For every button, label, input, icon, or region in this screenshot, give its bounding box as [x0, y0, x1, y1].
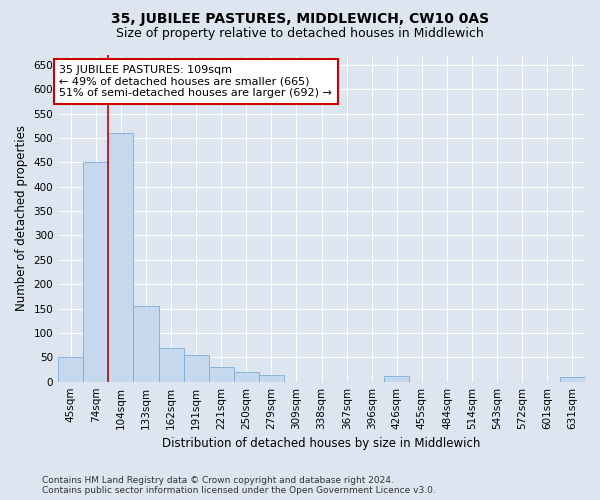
Bar: [109, 133, 133, 382]
Bar: [184, 355, 209, 382]
Bar: [560, 377, 585, 382]
Text: Size of property relative to detached houses in Middlewich: Size of property relative to detached ho…: [116, 28, 484, 40]
Text: 35 JUBILEE PASTURES: 109sqm
← 49% of detached houses are smaller (665)
51% of se: 35 JUBILEE PASTURES: 109sqm ← 49% of det…: [59, 65, 332, 98]
Bar: [58, 358, 83, 382]
Y-axis label: Number of detached properties: Number of detached properties: [15, 126, 28, 312]
X-axis label: Distribution of detached houses by size in Middlewich: Distribution of detached houses by size …: [163, 437, 481, 450]
Bar: [133, 306, 158, 382]
Bar: [209, 367, 234, 382]
Bar: [234, 372, 259, 382]
Text: Contains HM Land Registry data © Crown copyright and database right 2024.
Contai: Contains HM Land Registry data © Crown c…: [42, 476, 436, 495]
Text: 35, JUBILEE PASTURES, MIDDLEWICH, CW10 0AS: 35, JUBILEE PASTURES, MIDDLEWICH, CW10 0…: [111, 12, 489, 26]
Bar: [259, 375, 284, 382]
Bar: [385, 376, 409, 382]
Bar: [83, 162, 109, 382]
Bar: [158, 348, 184, 382]
